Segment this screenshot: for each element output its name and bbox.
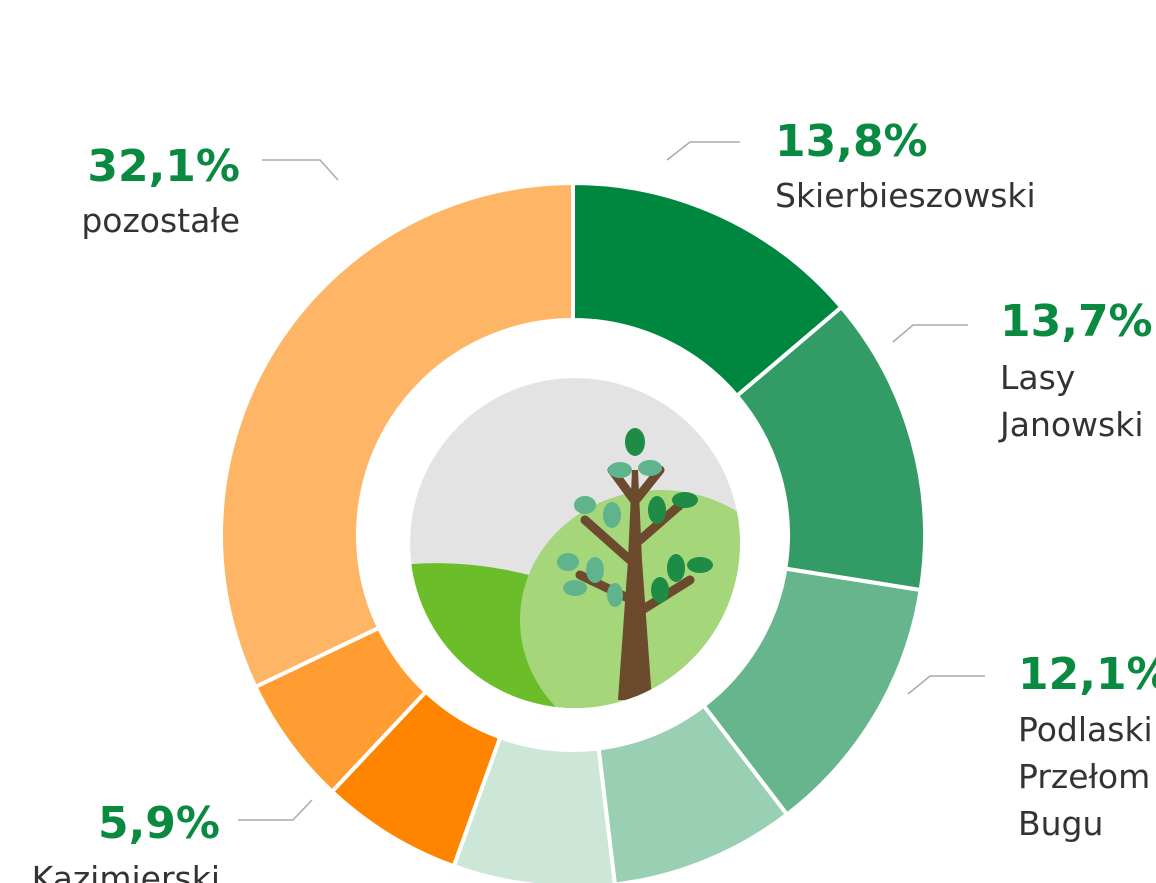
leader-line (907, 675, 985, 695)
category-label: Bugu (1018, 804, 1103, 843)
leader-line (238, 799, 313, 821)
segment (219, 180, 575, 690)
category-label: Janowski (998, 405, 1144, 444)
value-label: 13,7% (1000, 296, 1153, 347)
leader-line (262, 159, 339, 181)
category-label: Przełom (1018, 757, 1150, 796)
category-label: Skierbieszowski (775, 176, 1036, 215)
labels: 13,8% Skierbieszowski 13,7% Lasy Janowski 12,… (32, 116, 1156, 883)
value-label: 12,1% (1018, 649, 1156, 700)
category-label: Podlaski (1018, 710, 1153, 749)
segments (219, 180, 927, 883)
leader-line (666, 141, 740, 161)
value-label: 32,1% (87, 141, 240, 192)
value-label: 5,9% (98, 798, 220, 849)
category-label: Kazimierski (32, 859, 220, 883)
leader-line (892, 324, 968, 343)
value-label: 13,8% (775, 116, 928, 167)
category-label: Lasy (1000, 358, 1075, 397)
category-label: pozostałe (81, 201, 240, 240)
segment (596, 702, 790, 883)
